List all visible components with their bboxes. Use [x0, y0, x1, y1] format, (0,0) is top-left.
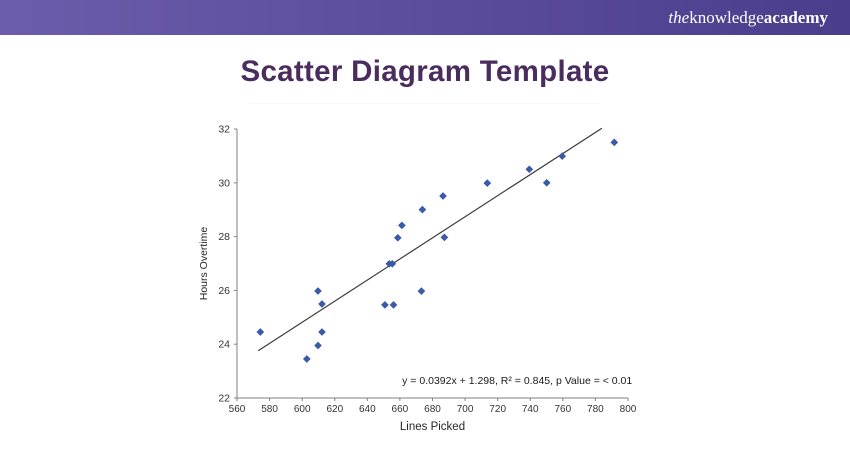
svg-text:560: 560	[229, 404, 246, 415]
svg-text:Lines Picked: Lines Picked	[400, 421, 465, 430]
svg-text:26: 26	[218, 285, 230, 297]
svg-text:700: 700	[457, 404, 474, 415]
svg-text:32: 32	[218, 124, 230, 136]
svg-text:680: 680	[424, 404, 441, 415]
svg-text:Hours Overtime: Hours Overtime	[198, 227, 210, 301]
svg-text:28: 28	[218, 231, 230, 243]
svg-text:580: 580	[261, 404, 278, 415]
svg-text:620: 620	[326, 404, 343, 415]
svg-text:30: 30	[218, 177, 230, 189]
svg-text:22: 22	[218, 393, 230, 405]
svg-text:24: 24	[218, 339, 230, 351]
svg-text:y = 0.0392x + 1.298, R² = 0.84: y = 0.0392x + 1.298, R² = 0.845, p Value…	[402, 375, 632, 387]
svg-text:660: 660	[392, 404, 409, 415]
svg-text:600: 600	[294, 404, 311, 415]
svg-text:780: 780	[587, 404, 604, 415]
svg-text:800: 800	[620, 404, 637, 415]
svg-text:720: 720	[489, 404, 506, 415]
svg-text:760: 760	[554, 404, 571, 415]
svg-text:740: 740	[522, 404, 539, 415]
svg-text:640: 640	[359, 404, 376, 415]
